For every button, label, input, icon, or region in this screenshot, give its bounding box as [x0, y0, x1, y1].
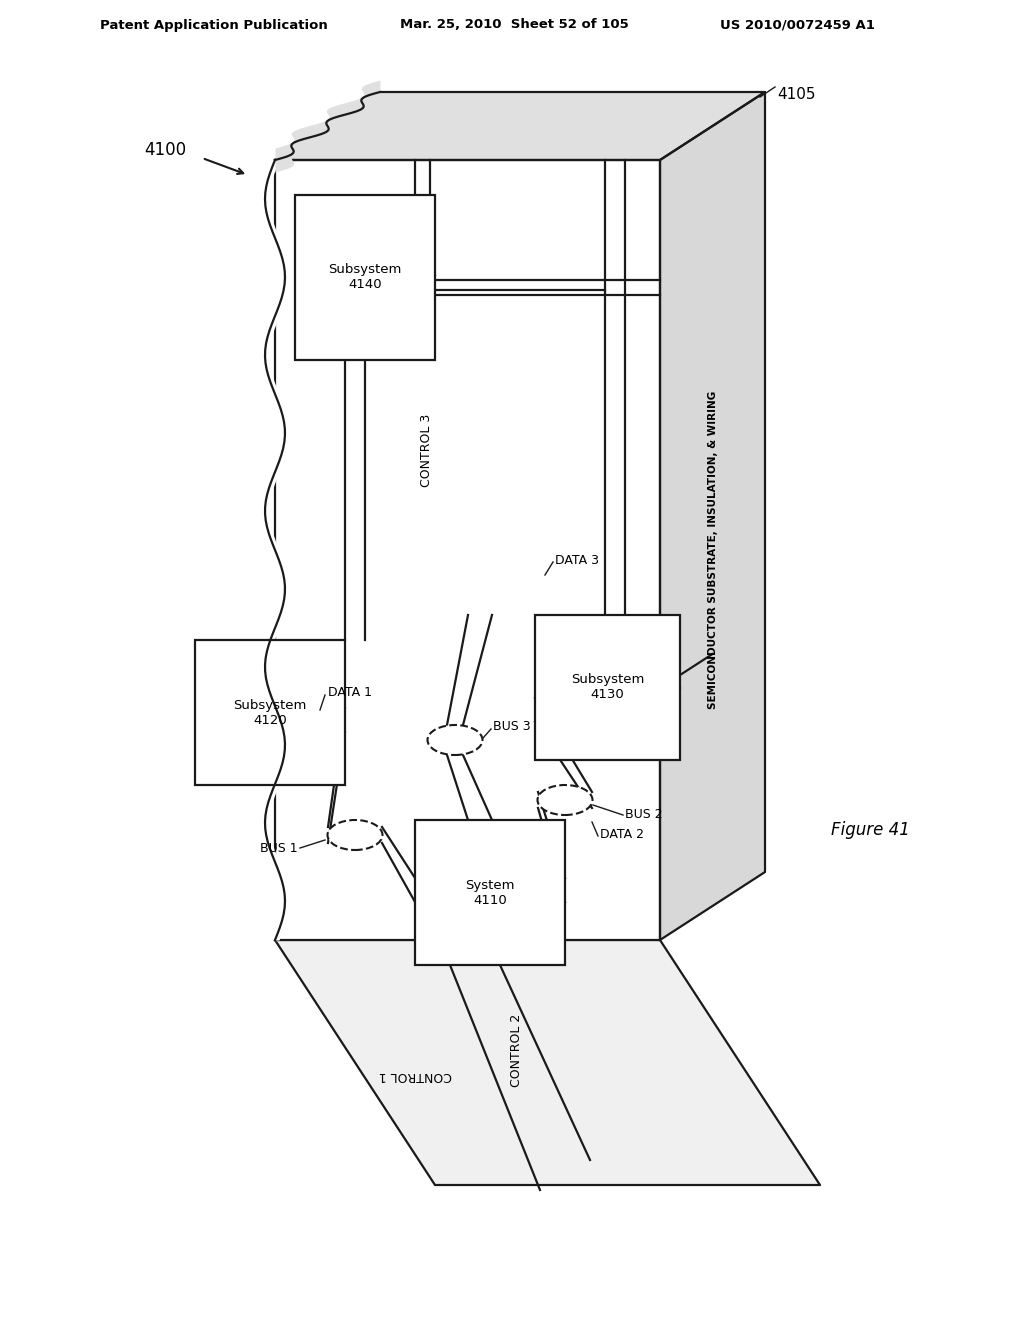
Bar: [295, 195, 435, 360]
Text: DATA 2: DATA 2: [600, 828, 644, 841]
Text: CONTROL 3: CONTROL 3: [420, 413, 433, 487]
Polygon shape: [275, 940, 820, 1185]
Polygon shape: [660, 92, 765, 940]
Text: DATA 1: DATA 1: [328, 685, 372, 698]
Text: Figure 41: Figure 41: [830, 821, 909, 840]
Ellipse shape: [538, 785, 593, 814]
Text: US 2010/0072459 A1: US 2010/0072459 A1: [720, 18, 874, 32]
Text: DATA 3: DATA 3: [555, 553, 599, 566]
Text: Subsystem
4120: Subsystem 4120: [233, 698, 306, 726]
Polygon shape: [275, 160, 660, 940]
Text: System
4110: System 4110: [465, 879, 515, 907]
Text: Subsystem
4130: Subsystem 4130: [570, 673, 644, 701]
Bar: [415, 820, 565, 965]
Text: Mar. 25, 2010  Sheet 52 of 105: Mar. 25, 2010 Sheet 52 of 105: [400, 18, 629, 32]
Ellipse shape: [427, 725, 482, 755]
Bar: [535, 615, 680, 760]
Text: Patent Application Publication: Patent Application Publication: [100, 18, 328, 32]
Text: BUS 3: BUS 3: [493, 721, 530, 734]
Text: Subsystem
4140: Subsystem 4140: [329, 264, 401, 292]
Text: 4105: 4105: [777, 87, 815, 102]
Text: CONTROL 2: CONTROL 2: [510, 1014, 523, 1086]
Text: SEMICONDUCTOR SUBSTRATE, INSULATION, & WIRING: SEMICONDUCTOR SUBSTRATE, INSULATION, & W…: [708, 391, 718, 709]
Text: 4100: 4100: [144, 141, 186, 158]
Text: BUS 1: BUS 1: [260, 842, 298, 854]
Text: CONTROL 1: CONTROL 1: [379, 1068, 452, 1081]
Ellipse shape: [328, 820, 383, 850]
Polygon shape: [275, 92, 765, 160]
Text: BUS 2: BUS 2: [625, 808, 663, 821]
Bar: [195, 640, 345, 785]
